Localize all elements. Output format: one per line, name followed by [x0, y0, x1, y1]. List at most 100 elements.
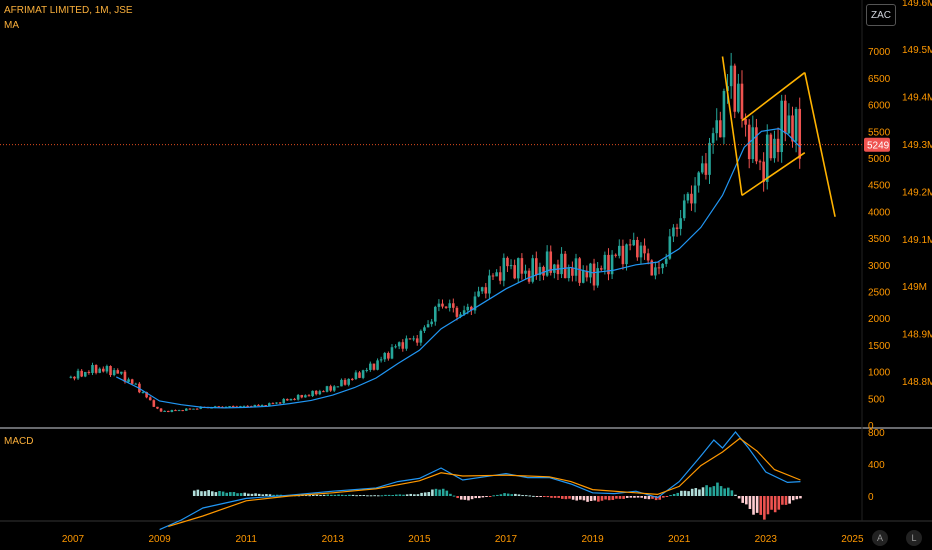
- macd-histogram-bar: [358, 495, 362, 497]
- macd-axis-tick: 400: [868, 460, 885, 471]
- macd-histogram-bar: [669, 495, 672, 497]
- price-axis-tick: 3500: [868, 234, 891, 245]
- macd-histogram-bar: [517, 494, 521, 496]
- candle-body: [686, 193, 690, 201]
- macd-histogram-bar: [398, 494, 402, 496]
- candle-body: [744, 118, 747, 125]
- macd-histogram-bar: [546, 496, 550, 498]
- macd-label[interactable]: MACD: [4, 436, 34, 447]
- candle-body: [715, 120, 719, 134]
- candle-body: [271, 403, 275, 405]
- candle-body: [260, 405, 264, 407]
- candle-body: [484, 287, 488, 294]
- macd-histogram-bar: [719, 486, 723, 496]
- macd-histogram-bar: [449, 493, 452, 496]
- macd-histogram-bar: [741, 496, 745, 503]
- macd-histogram-bar: [362, 494, 366, 496]
- macd-histogram-bar: [690, 488, 694, 496]
- price-axis-tick: 1000: [868, 368, 891, 379]
- macd-histogram-bar: [618, 496, 622, 499]
- candle-body: [679, 218, 682, 229]
- candle-body: [708, 142, 711, 175]
- macd-histogram-bar: [470, 496, 474, 500]
- currency-button[interactable]: ZAC: [866, 4, 896, 26]
- macd-histogram-bar: [676, 492, 680, 496]
- macd-histogram-bar: [593, 496, 597, 501]
- macd-histogram-bar: [698, 489, 701, 496]
- price-axis-tick: 5000: [868, 154, 891, 165]
- candle-body: [502, 257, 506, 281]
- candle-body: [509, 265, 513, 267]
- candle-body: [347, 378, 350, 385]
- candle-body: [729, 65, 733, 87]
- macd-histogram-bar: [405, 494, 409, 496]
- candle-body: [80, 370, 83, 377]
- candle-body: [127, 379, 130, 382]
- candle-body: [592, 263, 596, 286]
- macd-histogram-bar: [687, 491, 690, 496]
- auto-scale-button[interactable]: A: [872, 530, 888, 546]
- candle-body: [538, 266, 542, 275]
- candle-body: [596, 268, 599, 286]
- macd-histogram-bar: [384, 494, 387, 496]
- macd-histogram-bar: [799, 496, 802, 499]
- candle-body: [599, 268, 603, 270]
- candle-body: [105, 366, 109, 372]
- macd-histogram-bar: [214, 492, 218, 496]
- candle-body: [585, 270, 589, 278]
- candle-body: [610, 254, 614, 275]
- macd-histogram-bar: [705, 485, 708, 496]
- candle-body: [520, 258, 524, 274]
- macd-histogram-bar: [524, 495, 528, 497]
- macd-histogram-bar: [207, 490, 210, 496]
- symbol-title: AFRIMAT LIMITED, 1M, JSE: [4, 5, 133, 16]
- candle-body: [94, 365, 98, 373]
- candle-body: [423, 327, 426, 331]
- candle-body: [239, 406, 242, 408]
- macd-histogram-bar: [745, 496, 748, 505]
- candle-body: [379, 359, 383, 361]
- candle-body: [343, 379, 347, 385]
- candle-body: [516, 258, 520, 279]
- indicator-ma-label[interactable]: MA: [4, 20, 19, 31]
- candle-body: [275, 402, 278, 404]
- macd-histogram-bar: [499, 494, 503, 496]
- time-axis-tick: 2015: [408, 534, 431, 545]
- candle-body: [773, 138, 776, 159]
- macd-histogram-bar: [737, 496, 741, 499]
- candle-body: [387, 353, 390, 359]
- macd-histogram-bar: [441, 488, 445, 496]
- log-scale-button[interactable]: L: [906, 530, 922, 546]
- macd-histogram-bar: [781, 496, 784, 505]
- macd-histogram-bar: [759, 496, 763, 515]
- macd-histogram-bar: [672, 493, 676, 496]
- candle-body: [304, 395, 307, 398]
- candle-body: [618, 245, 621, 256]
- candle-body: [156, 406, 159, 409]
- candle-body: [758, 161, 762, 163]
- candle-body: [433, 306, 437, 322]
- candle-body: [491, 275, 495, 277]
- volume-axis-tick: 148.9M: [902, 330, 932, 341]
- price-axis-tick: 4000: [868, 207, 891, 218]
- last-price-text: 5249: [867, 141, 890, 152]
- candle-body: [704, 163, 708, 175]
- macd-histogram-bar: [600, 496, 604, 501]
- candle-body: [282, 399, 286, 404]
- macd-histogram-bar: [308, 495, 312, 497]
- candle-body: [603, 254, 607, 270]
- price-axis-tick: 1500: [868, 341, 891, 352]
- price-axis-tick: 500: [868, 394, 885, 405]
- macd-histogram-bar: [304, 495, 308, 497]
- pattern-line: [741, 151, 806, 197]
- price-axis-tick: 2000: [868, 314, 891, 325]
- candle-body: [654, 267, 657, 276]
- macd-histogram-bar: [203, 491, 207, 496]
- macd-histogram-bar: [503, 493, 506, 496]
- volume-axis-tick: 149.2M: [902, 187, 932, 198]
- candle-body: [589, 263, 592, 278]
- time-axis-tick: 2009: [148, 534, 171, 545]
- candle-body: [567, 267, 571, 279]
- candle-body: [199, 406, 203, 409]
- candle-body: [664, 258, 668, 264]
